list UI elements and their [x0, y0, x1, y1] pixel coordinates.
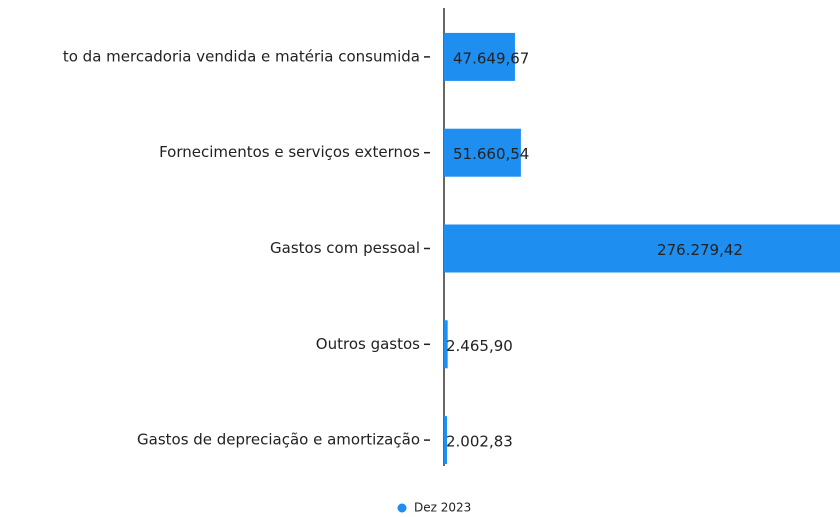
- value-label: 276.279,42: [657, 241, 743, 259]
- bar: [444, 224, 840, 273]
- legend-marker: [397, 503, 407, 513]
- y-tick-label: Outros gastos: [316, 335, 420, 353]
- legend-label: Dez 2023: [414, 501, 471, 515]
- value-label: 47.649,67: [453, 49, 529, 67]
- y-tick-label: to da mercadoria vendida e matéria consu…: [63, 47, 420, 65]
- y-tick-label: Fornecimentos e serviços externos: [159, 143, 420, 161]
- value-label: 2.465,90: [446, 337, 513, 355]
- bar: [444, 128, 521, 177]
- bar: [444, 32, 515, 81]
- y-tick-label: Gastos de depreciação e amortização: [137, 431, 420, 449]
- bar: [444, 416, 447, 465]
- value-label: 51.660,54: [453, 145, 529, 163]
- bar: [444, 320, 448, 369]
- value-label: 2.002,83: [446, 433, 513, 451]
- y-tick-label: Gastos com pessoal: [270, 239, 420, 257]
